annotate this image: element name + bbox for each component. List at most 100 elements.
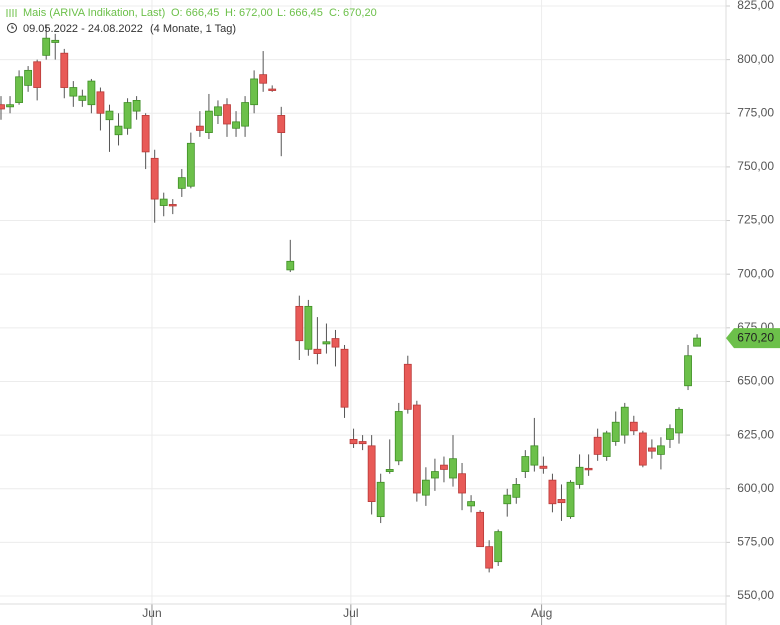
candle-body [277, 115, 286, 133]
candle-body [168, 204, 177, 207]
candle-body [431, 471, 439, 479]
candle-body [449, 458, 457, 479]
candle-body [403, 363, 412, 410]
x-tick-label: Aug [531, 606, 552, 620]
candle-body [195, 125, 204, 131]
candle-body [331, 338, 340, 348]
candle-body [376, 481, 385, 518]
instrument-icon [6, 9, 17, 17]
candle-body [186, 142, 195, 187]
clock-hands [11, 25, 14, 29]
candle-body [575, 466, 584, 485]
candle-body [539, 465, 548, 469]
candle-body [105, 110, 114, 121]
header: Mais (ARIVA Indikation, Last) O: 666,45 … [6, 7, 377, 35]
candle-body [593, 436, 602, 455]
candle-body [458, 473, 466, 494]
candle-body [60, 52, 69, 88]
candle-body [123, 102, 132, 129]
candle-body [440, 464, 448, 470]
low-label: L: 666,45 [277, 7, 323, 19]
candle-body [512, 484, 521, 498]
candle-body [42, 37, 51, 56]
candle-body [476, 511, 485, 548]
candle-body [150, 157, 159, 200]
open-label: O: 666,45 [171, 7, 219, 19]
candle-body [394, 411, 403, 462]
candle-body [548, 479, 557, 505]
x-tick-label: Jun [142, 606, 161, 620]
candle-body [638, 432, 647, 466]
candle-body [358, 441, 367, 445]
candle-body [259, 74, 268, 84]
candle-body [114, 125, 123, 136]
candle-body [33, 61, 42, 88]
candle-body [675, 408, 683, 434]
candle-body [241, 102, 249, 127]
candle-body [132, 100, 141, 112]
candle-body [503, 494, 512, 505]
candle-body [557, 499, 566, 504]
x-tick-label: Jul [343, 606, 358, 620]
candle-body [286, 260, 295, 271]
y-tick-label: 775,00 [737, 105, 774, 119]
candle-body [0, 104, 5, 110]
candle-body [51, 39, 60, 43]
candle-body [367, 445, 376, 502]
candle-body [385, 469, 394, 472]
y-tick-label: 575,00 [737, 535, 774, 549]
high-label: H: 672,00 [225, 7, 273, 19]
candle-body [485, 546, 494, 569]
y-tick-label: 650,00 [737, 374, 774, 388]
y-tick-label: 800,00 [737, 52, 774, 66]
candle-body [69, 87, 78, 97]
clock-icon [7, 23, 17, 33]
last-price-label: 670,20 [737, 330, 774, 344]
candle-body [87, 80, 96, 106]
candle-body [177, 177, 186, 189]
candle-body [214, 106, 222, 116]
candle-body [349, 438, 358, 445]
candle-body [629, 421, 638, 432]
last-price-tag [726, 328, 780, 349]
candle-body [693, 337, 701, 347]
candle-body [467, 501, 475, 507]
candle-body [313, 348, 322, 354]
candle-body [295, 305, 304, 342]
candle-body [322, 341, 331, 345]
candle-body [141, 115, 150, 153]
candle-body [268, 88, 277, 91]
y-tick-label: 750,00 [737, 159, 774, 173]
y-tick-label: 600,00 [737, 481, 774, 495]
y-tick-label: 825,00 [737, 0, 774, 12]
candle-body [412, 404, 421, 494]
candle-body [620, 406, 629, 436]
candle-body [647, 447, 656, 452]
candle-body [15, 76, 23, 103]
candle-body [232, 121, 240, 129]
candle-body [24, 69, 33, 86]
candle-body [96, 91, 105, 114]
candle-body [521, 456, 530, 472]
y-tick-label: 550,00 [737, 588, 774, 602]
candle-body [657, 445, 665, 455]
candle-body [684, 355, 692, 387]
candle-body [340, 348, 349, 408]
candle-body [421, 479, 430, 496]
date-span: (4 Monate, 1 Tag) [150, 23, 236, 35]
candle-body [78, 95, 87, 101]
candle-body [223, 104, 231, 125]
candle-body [566, 481, 575, 518]
candle-body [494, 531, 503, 563]
candle-body [602, 432, 611, 457]
instrument-name: Mais (ARIVA Indikation, Last) [23, 7, 165, 19]
candle-body [304, 305, 313, 350]
candle-body [159, 198, 168, 206]
candle-body [666, 428, 674, 440]
candle-body [611, 421, 620, 442]
y-tick-label: 625,00 [737, 427, 774, 441]
date-range: 09.05.2022 - 24.08.2022 [23, 23, 143, 35]
candle-body [584, 467, 593, 471]
